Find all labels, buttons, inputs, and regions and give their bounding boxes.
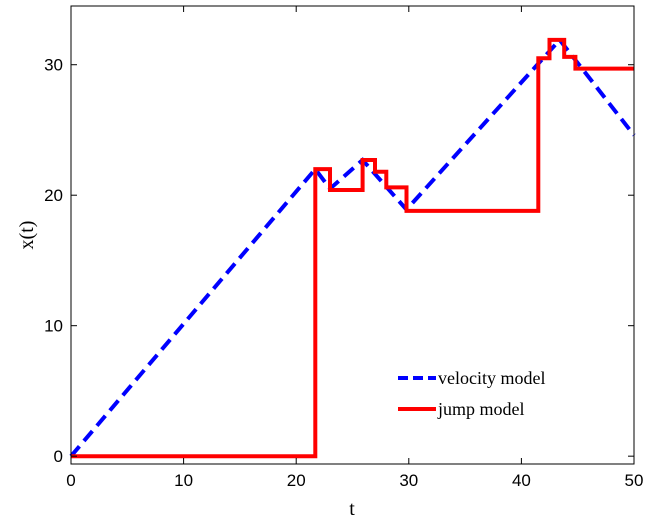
x-tick-label: 0 bbox=[66, 471, 75, 490]
series-line-2 bbox=[71, 37, 634, 459]
y-tick-label: 0 bbox=[54, 447, 63, 466]
plot-frame bbox=[70, 5, 635, 465]
y-tick-label: 20 bbox=[44, 186, 63, 205]
x-tick-label: 30 bbox=[399, 471, 418, 490]
y-axis-label: x(t) bbox=[16, 221, 38, 250]
legend-label-2: jump model bbox=[437, 399, 525, 419]
x-tick-label: 50 bbox=[625, 471, 644, 490]
plot-area bbox=[71, 6, 634, 464]
legend-label-1: velocity model bbox=[438, 368, 545, 388]
y-tick-label: 10 bbox=[44, 317, 63, 336]
axes-layer: 0 10 20 30 40 50 0 10 20 30 bbox=[44, 6, 643, 490]
y-tick-label: 30 bbox=[44, 56, 63, 75]
legend: velocity model jump model bbox=[398, 368, 545, 419]
x-tick-label: 10 bbox=[174, 471, 193, 490]
x-axis-label: t bbox=[349, 498, 355, 520]
series-layer bbox=[69, 36, 636, 459]
x-tick-label: 40 bbox=[512, 471, 531, 490]
x-tick-label: 20 bbox=[287, 471, 306, 490]
